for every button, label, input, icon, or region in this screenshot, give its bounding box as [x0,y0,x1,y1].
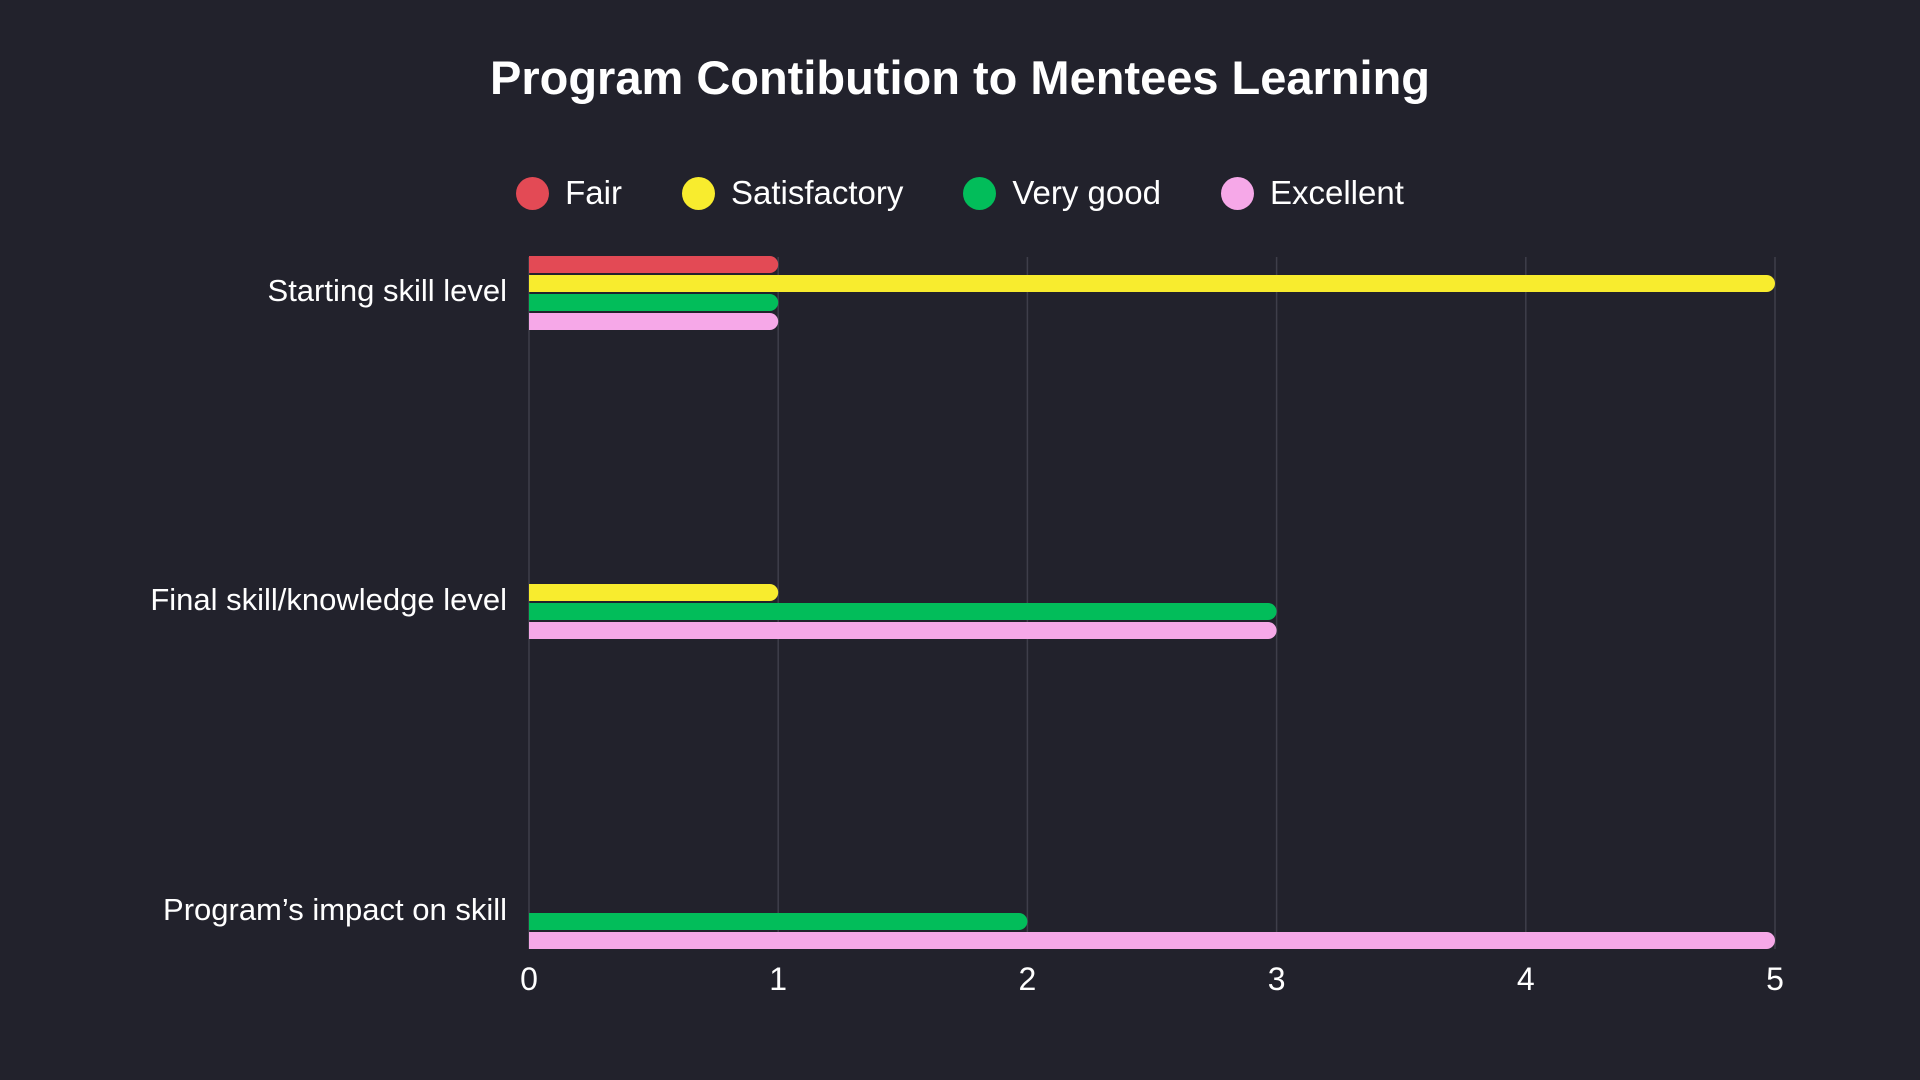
legend-item-fair: Fair [516,174,622,212]
bar-excellent [529,622,1277,639]
bar-excellent [529,313,779,330]
legend-swatch [681,176,715,210]
category-label: Program’s impact on skill [163,892,507,927]
bar-excellent [529,932,1775,949]
x-tick-label: 5 [1766,961,1784,997]
bar-very-good [529,294,779,311]
legend-label: Fair [565,174,622,211]
bar-satisfactory [529,275,1775,292]
x-tick-label: 4 [1517,961,1535,997]
bar-very-good [529,603,1277,620]
legend-label: Excellent [1269,174,1404,211]
legend-swatch [1220,176,1254,210]
category-label: Starting skill level [268,273,507,308]
bar-satisfactory [529,584,779,601]
legend: Fair Satisfactory Very good Excellent [0,174,1920,212]
legend-swatch [963,176,997,210]
bar-very-good [529,913,1028,930]
bar-fair [529,256,779,273]
x-tick-label: 2 [1019,961,1037,997]
legend-label: Satisfactory [730,174,904,211]
category-label: Final skill/knowledge level [150,582,507,617]
x-tick-label: 1 [769,961,787,997]
legend-item-satisfactory: Satisfactory [681,174,904,212]
legend-item-excellent: Excellent [1220,174,1404,212]
legend-label: Very good [1012,174,1161,211]
x-tick-label: 3 [1268,961,1286,997]
x-tick-label: 0 [520,961,538,997]
chart-title: Program Contibution to Mentees Learning [489,51,1431,104]
legend-item-very-good: Very good [963,174,1161,212]
legend-swatch [516,176,550,210]
